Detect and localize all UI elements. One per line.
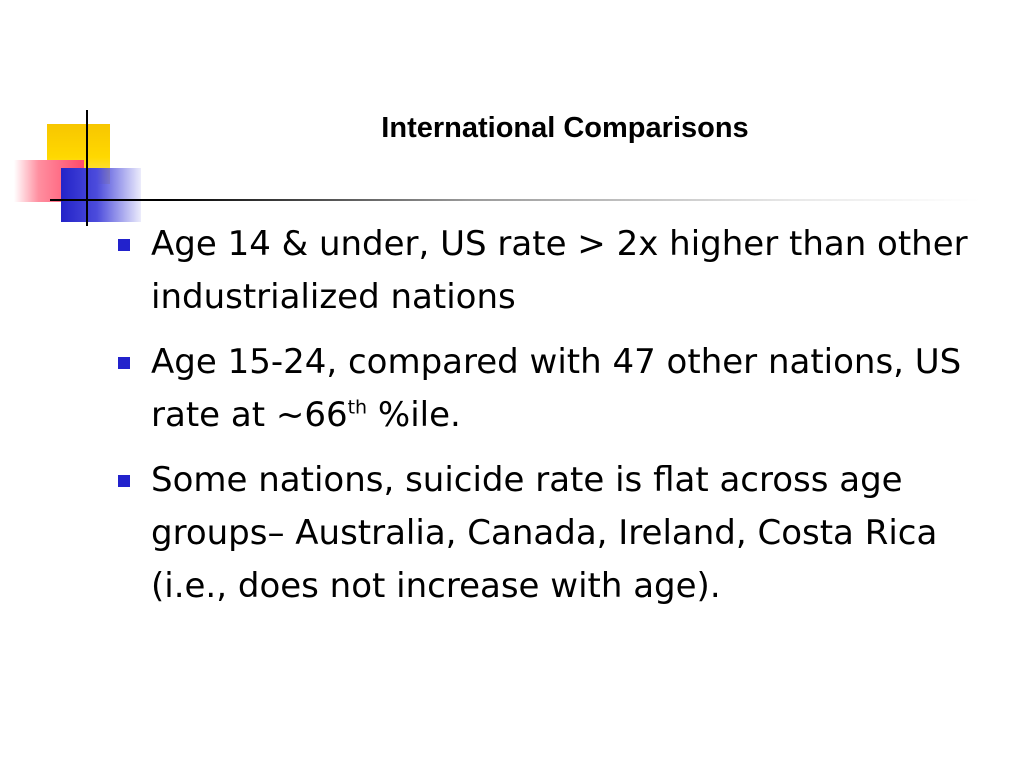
bullet-text: Age 15-24, compared with 47 other nation… <box>151 342 962 435</box>
square-bullet-icon <box>118 475 130 487</box>
blue-square-shape <box>61 168 141 222</box>
bullet-item: Age 14 & under, US rate > 2x higher than… <box>112 218 992 324</box>
bullet-item: Some nations, suicide rate is flat acros… <box>112 454 992 613</box>
slide-title: International Comparisons <box>381 112 749 144</box>
bullet-list: Age 14 & under, US rate > 2x higher than… <box>112 218 992 625</box>
square-bullet-icon <box>118 239 130 251</box>
overlapping-squares-logo <box>0 0 160 240</box>
vertical-rule <box>86 110 88 226</box>
ordinal-superscript: th <box>347 396 368 419</box>
bullet-item: Age 15-24, compared with 47 other nation… <box>112 336 992 442</box>
bullet-text-suffix: %ile. <box>367 395 461 435</box>
bullet-text: Some nations, suicide rate is flat acros… <box>151 460 938 606</box>
bullet-text: Age 14 & under, US rate > 2x higher than… <box>151 224 968 317</box>
title-underline-rule <box>50 199 980 201</box>
square-bullet-icon <box>118 357 130 369</box>
